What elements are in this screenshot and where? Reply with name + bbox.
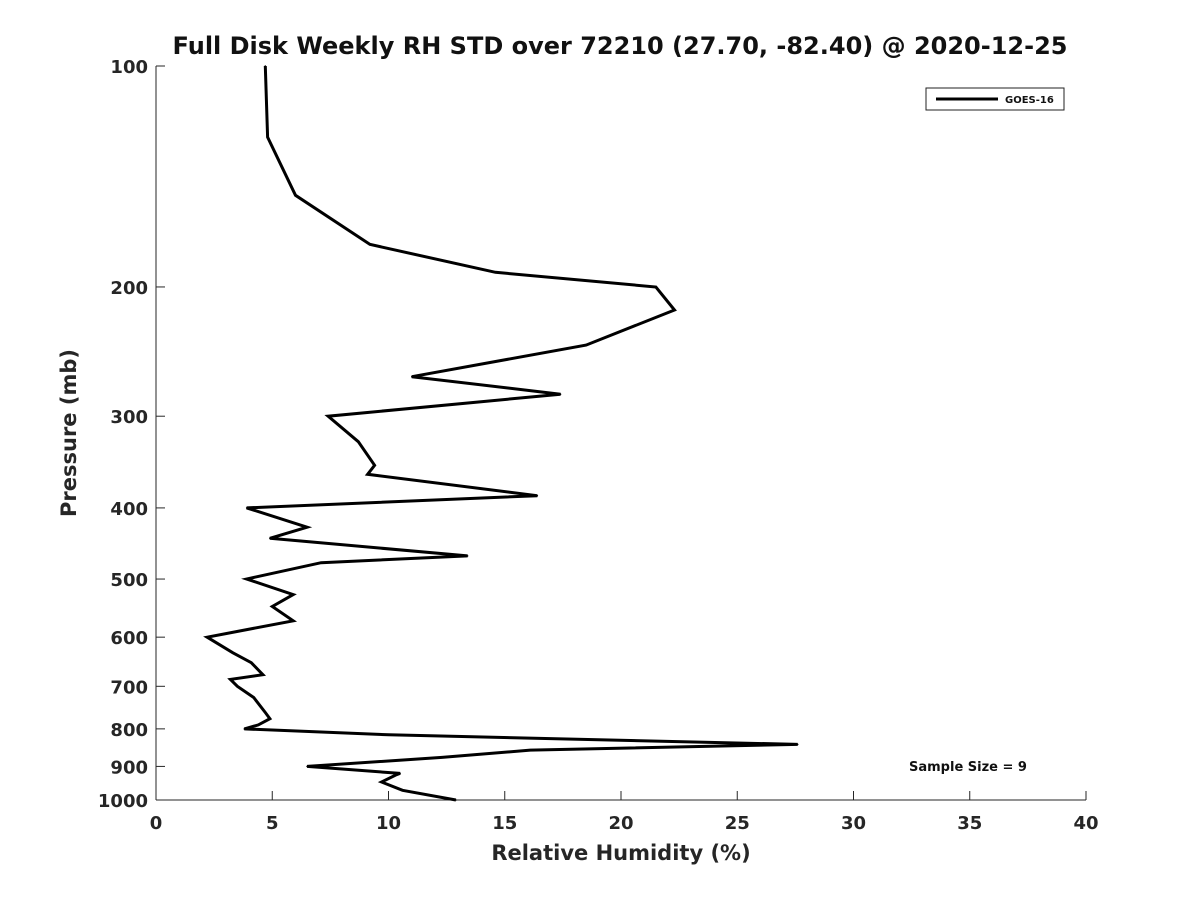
series-line-goes16 (203, 65, 798, 802)
x-tick-label: 25 (725, 813, 750, 834)
x-axis-label: Relative Humidity (%) (491, 841, 750, 865)
data-point (369, 243, 371, 246)
data-point (655, 286, 657, 288)
data-point (401, 789, 404, 792)
data-point (306, 765, 308, 768)
x-tick-label: 40 (1073, 813, 1098, 834)
y-tick-label: 1000 (98, 791, 148, 812)
data-point (269, 717, 271, 720)
data-point (559, 393, 562, 396)
data-point (373, 464, 376, 467)
data-point (494, 271, 497, 274)
series-layer (203, 65, 799, 802)
y-tick-label: 700 (110, 677, 148, 698)
data-point (529, 749, 532, 751)
data-point (292, 593, 295, 596)
ticks: 0 5 10 15 20 25 30 35 40 100 200 300 400 500 600 700 800… (98, 57, 1099, 834)
data-point (455, 799, 457, 801)
data-point (394, 774, 397, 776)
data-point (292, 620, 295, 622)
data-point (262, 673, 264, 676)
data-point (245, 578, 248, 580)
data-point (245, 507, 248, 509)
y-tick-label: 300 (110, 407, 148, 428)
data-point (250, 661, 253, 664)
y-tick-label: 400 (110, 499, 148, 520)
data-point (271, 605, 274, 608)
data-point (269, 537, 271, 540)
y-tick-label: 600 (110, 628, 148, 649)
data-point (264, 711, 267, 714)
legend-label-goes16: GOES-16 (1005, 95, 1054, 106)
data-point (264, 65, 267, 67)
data-point (243, 728, 246, 730)
data-point (236, 685, 239, 688)
data-point (441, 756, 443, 759)
data-point (231, 651, 234, 654)
x-tick-label: 0 (150, 813, 163, 834)
data-point (366, 473, 369, 476)
x-tick-label: 30 (841, 813, 866, 834)
x-tick-label: 10 (376, 813, 401, 834)
legend: GOES-16 (925, 87, 1065, 111)
data-point (327, 415, 329, 418)
data-point (673, 309, 676, 311)
x-tick-label: 35 (957, 813, 982, 834)
data-point (411, 375, 413, 378)
y-tick-label: 100 (110, 57, 148, 78)
data-point (266, 136, 269, 138)
data-point (252, 696, 255, 699)
axes (155, 66, 1086, 801)
data-point (466, 555, 469, 557)
x-tick-label: 15 (492, 813, 517, 834)
y-tick-label: 800 (110, 720, 148, 741)
data-point (536, 494, 539, 497)
y-tick-label: 500 (110, 570, 148, 591)
data-point (306, 526, 308, 528)
x-tick-label: 20 (608, 813, 633, 834)
data-point (399, 772, 401, 775)
chart-title: Full Disk Weekly RH STD over 72210 (27.7… (173, 32, 1068, 60)
data-point (380, 781, 383, 783)
x-tick-label: 5 (266, 813, 279, 834)
data-point (320, 561, 322, 564)
data-point (229, 678, 232, 681)
data-point (796, 743, 799, 746)
sample-size-annotation: Sample Size = 9 (909, 760, 1027, 775)
y-tick-label: 200 (110, 278, 148, 299)
data-point (357, 440, 360, 443)
y-axis-label: Pressure (mb) (57, 349, 81, 517)
y-tick-label: 900 (110, 757, 148, 778)
data-point (294, 194, 297, 197)
data-point (206, 636, 208, 638)
data-point (257, 724, 260, 726)
data-point (387, 734, 390, 736)
data-point (585, 344, 587, 346)
